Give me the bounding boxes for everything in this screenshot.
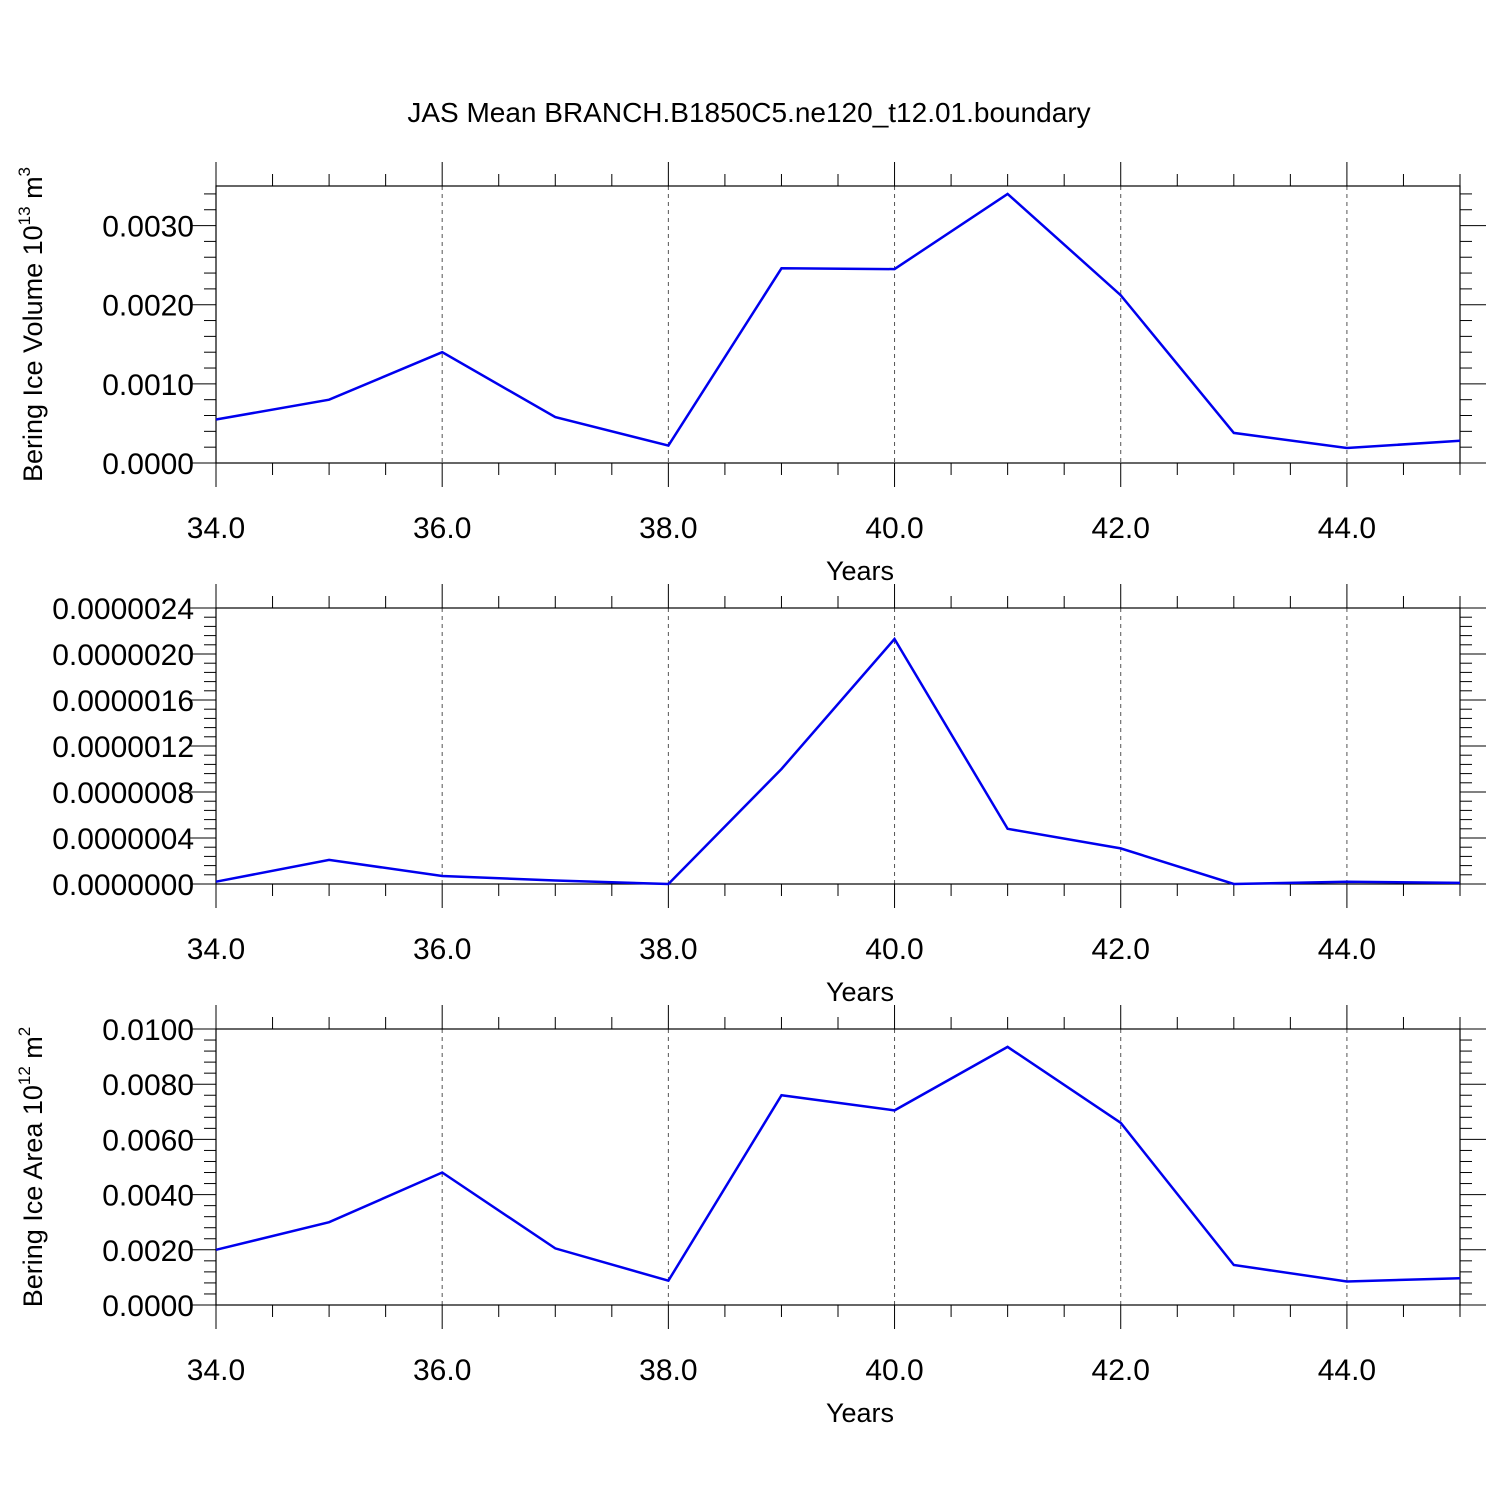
x-tick-label: 38.0 [639, 933, 697, 966]
y-axis-label: Bering Ice Area 1012 m2 [15, 1027, 48, 1308]
x-axis-label: Years [826, 977, 894, 1007]
series-line-1 [215, 192, 1461, 450]
y-tick-label: 0.0000008 [52, 777, 194, 810]
panel-3: 34.0 36.0 38.0 40.0 42.0 44.0 0.0000 0.0020 0.00… [15, 1005, 1486, 1428]
x-tick-label: 38.0 [639, 1354, 697, 1387]
series-line-1 [215, 1045, 1461, 1283]
x-tick-label: 36.0 [413, 1354, 471, 1387]
x-tick-label: 34.0 [187, 1354, 245, 1387]
y-tick-label: 0.0000012 [52, 731, 194, 764]
y-tick-label: 0.0000020 [52, 639, 194, 672]
y-tick-label: 0.0000 [102, 448, 194, 481]
x-tick-label: 36.0 [413, 933, 471, 966]
x-tick-label: 34.0 [187, 933, 245, 966]
x-tick-label: 42.0 [1092, 1354, 1150, 1387]
y-tick-label: 0.0020 [102, 1235, 194, 1268]
x-tick-label: 42.0 [1092, 512, 1150, 545]
y-tick-label: 0.0040 [102, 1180, 194, 1213]
y-tick-label: 0.0000004 [52, 823, 194, 856]
x-tick-label: 40.0 [865, 512, 923, 545]
y-axis-label: Bering Ice Volume 1013 m3 [15, 167, 48, 482]
x-axis-label: Years [826, 556, 894, 586]
panels: 34.0 36.0 38.0 40.0 42.0 44.0 0.0000 0.0010 0.00… [15, 162, 1486, 1428]
panel-2: 34.0 36.0 38.0 40.0 42.0 44.0 0.0000000 0.00000… [52, 584, 1486, 1007]
x-tick-label: 44.0 [1318, 933, 1376, 966]
y-tick-label: 0.0000016 [52, 685, 194, 718]
x-tick-label: 40.0 [865, 933, 923, 966]
x-tick-label: 42.0 [1092, 933, 1150, 966]
x-tick-label: 36.0 [413, 512, 471, 545]
y-tick-label: 0.0080 [102, 1069, 194, 1102]
x-tick-label: 40.0 [865, 1354, 923, 1387]
y-tick-label: 0.0030 [102, 211, 194, 244]
x-tick-label: 38.0 [639, 512, 697, 545]
y-tick-label: 0.0060 [102, 1124, 194, 1157]
x-tick-label: 44.0 [1318, 512, 1376, 545]
series-line-1 [215, 636, 1461, 886]
x-axis-label: Years [826, 1398, 894, 1428]
y-tick-label: 0.0000000 [52, 869, 194, 902]
panel-1: 34.0 36.0 38.0 40.0 42.0 44.0 0.0000 0.0010 0.00… [15, 162, 1486, 586]
y-tick-label: 0.0020 [102, 290, 194, 323]
y-tick-label: 0.0000024 [52, 593, 194, 626]
y-tick-label: 0.0000 [102, 1290, 194, 1323]
y-tick-label: 0.0010 [102, 369, 194, 402]
x-tick-label: 34.0 [187, 512, 245, 545]
x-tick-label: 44.0 [1318, 1354, 1376, 1387]
y-tick-label: 0.0100 [102, 1014, 194, 1047]
figure-title: JAS Mean BRANCH.B1850C5.ne120_t12.01.bou… [407, 97, 1090, 128]
